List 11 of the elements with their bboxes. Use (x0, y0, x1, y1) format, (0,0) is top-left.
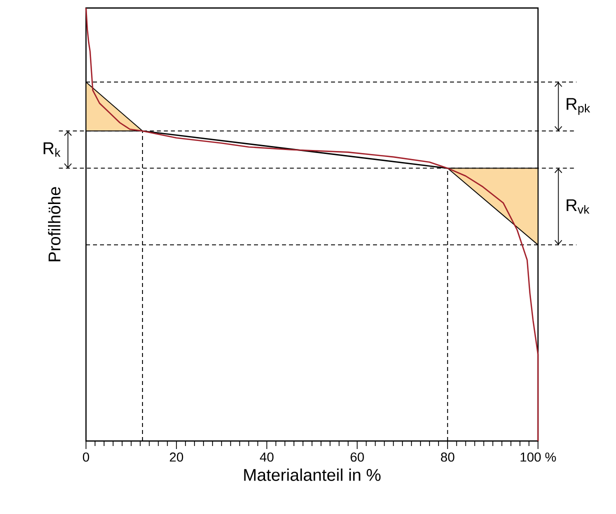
x-tick-label: 100 % (520, 452, 556, 462)
x-tick-label: 0 (82, 452, 90, 462)
x-tick-label: 20 (170, 452, 184, 462)
x-tick-label: 60 (350, 452, 364, 462)
x-tick-label: 40 (260, 452, 274, 462)
text: R$_{pk}$ (566, 98, 590, 115)
y-axis-title: Profilhöhe (48, 187, 60, 262)
text: R$_{vk}$ (566, 199, 590, 214)
x-axis-title: Materialanteil in % (244, 468, 381, 481)
x-tick-label: 80 (440, 452, 454, 462)
text: R$_{k}$ (44, 142, 60, 157)
